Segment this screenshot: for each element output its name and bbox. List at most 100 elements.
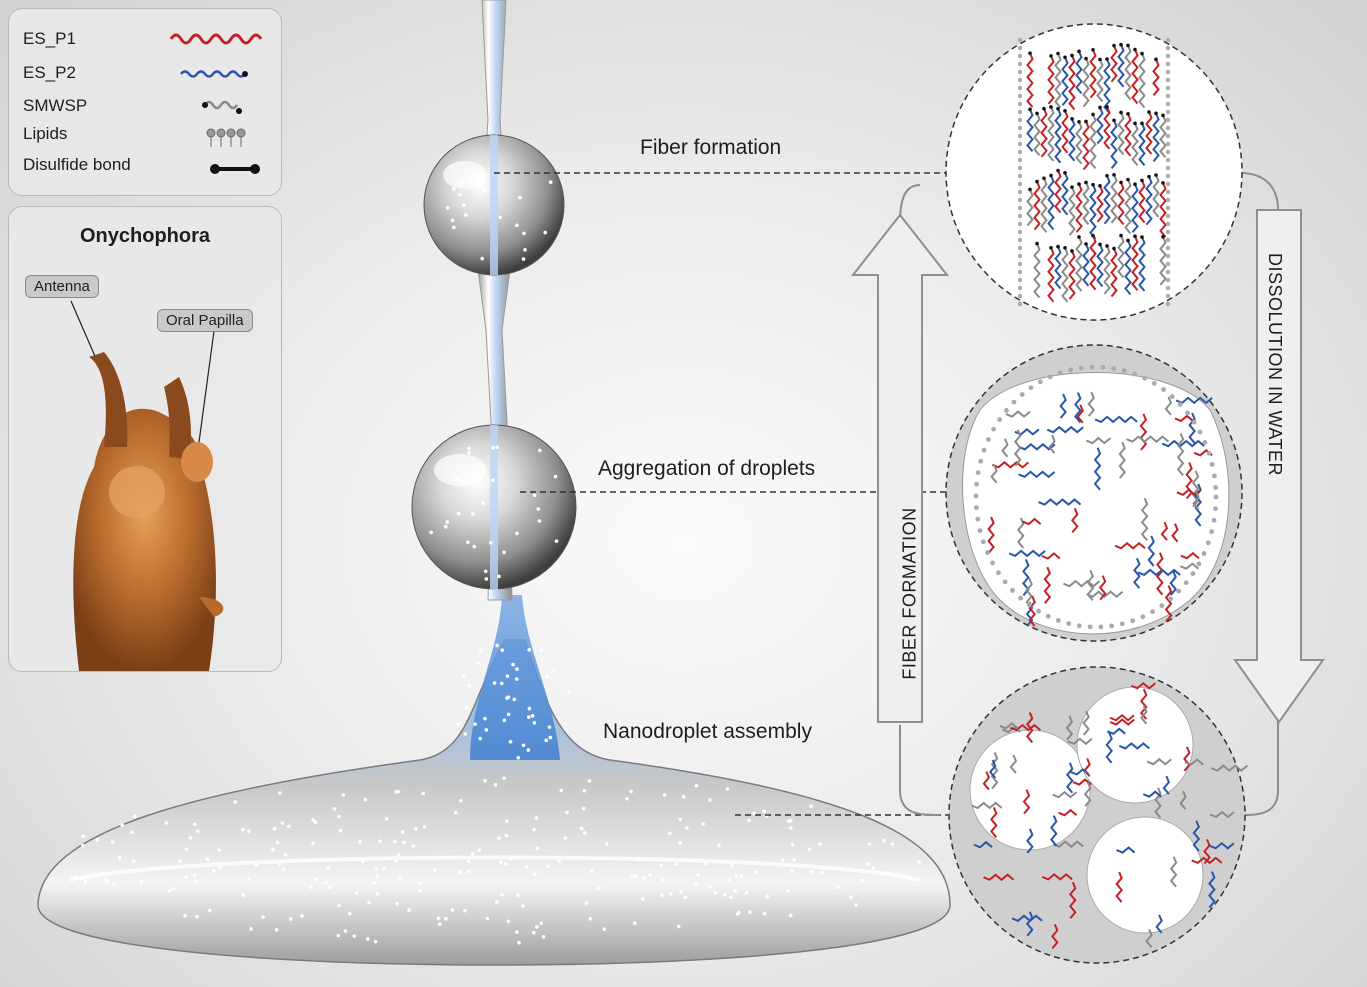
droplet-dot: [332, 807, 337, 811]
droplet-dot: [452, 187, 456, 191]
droplet-dot: [313, 877, 318, 882]
lipid-head: [991, 426, 996, 432]
lipid-head: [1191, 419, 1197, 425]
disulfide-node: [1133, 182, 1137, 187]
droplet-dot: [461, 674, 466, 679]
disulfide-node: [1154, 57, 1158, 62]
disulfide-node: [1161, 234, 1165, 239]
droplet-dot: [504, 819, 509, 824]
droplet-dot: [482, 188, 487, 193]
disulfide-node: [1126, 177, 1130, 182]
lipid-head: [1165, 285, 1171, 291]
lipid-head: [1205, 540, 1211, 546]
oral-papilla-shape: [181, 442, 213, 482]
lipid-head: [1165, 253, 1171, 259]
aggregate-chain: [1074, 392, 1082, 424]
droplet-dot: [254, 863, 259, 867]
droplet-dot: [854, 903, 858, 907]
droplet-dot: [458, 182, 463, 186]
disulfide-node: [1126, 238, 1130, 243]
aggregate-chain: [1013, 429, 1022, 467]
lipid-head: [1165, 53, 1171, 59]
droplet-dot: [581, 806, 586, 811]
aggregate-chain: [1192, 491, 1200, 511]
droplet-dot: [378, 839, 383, 843]
lipid-head: [1017, 53, 1023, 59]
droplet-dot: [543, 230, 547, 235]
disulfide-node: [1091, 233, 1095, 238]
lipid-head: [1165, 93, 1171, 99]
lipid-head: [1019, 392, 1025, 397]
droplet-dot: [849, 895, 853, 899]
droplet-dot: [287, 824, 291, 829]
disulfide-node: [1140, 51, 1144, 56]
droplet-dot: [498, 860, 503, 864]
nanodroplet-chain: [1140, 705, 1148, 725]
aggregate-chain: [1038, 498, 1082, 506]
lipid-head: [1201, 551, 1207, 556]
lipid-head: [1026, 602, 1032, 608]
droplet-dot: [326, 866, 331, 870]
droplet-dot: [835, 885, 840, 889]
droplet-dot: [554, 539, 559, 543]
droplet-cone: [470, 595, 560, 760]
droplet-dot: [587, 779, 592, 783]
legend-glyphs: [169, 33, 263, 174]
droplet-dot: [502, 550, 506, 555]
lipid-head: [1100, 364, 1106, 370]
aggregate-chain: [1171, 523, 1179, 543]
nanodroplet-chain: [1169, 856, 1178, 888]
disulfide-node: [1133, 234, 1137, 238]
fiber-chain: [1054, 108, 1062, 164]
leg-lower: [199, 597, 224, 617]
fiber-chain: [1089, 184, 1097, 240]
droplet-dot: [395, 901, 399, 906]
droplet-dot: [480, 181, 485, 186]
droplet-dot: [819, 870, 824, 874]
aggregate-chain: [1046, 425, 1084, 434]
droplet-dot: [373, 939, 378, 944]
disulfide-node: [1105, 173, 1109, 178]
disulfide-node: [1147, 110, 1151, 114]
droplet-dot: [640, 897, 645, 901]
droplet-dot: [674, 862, 679, 866]
droplet-dot: [559, 788, 564, 793]
disulfide-node: [1077, 49, 1081, 54]
droplet-dot: [467, 683, 472, 688]
nanodroplet-chain: [1106, 727, 1126, 735]
droplet-dot: [527, 706, 532, 711]
nanodroplet-label: Nanodroplet assembly: [603, 720, 812, 743]
aggregate-chain: [1059, 393, 1067, 419]
fiber-chain: [1026, 52, 1034, 108]
droplet-dot: [506, 919, 511, 924]
lipid-head: [1165, 277, 1171, 283]
fiber-chain: [1117, 235, 1125, 279]
nanodroplet-chains: [971, 681, 1248, 950]
lipid-head: [1018, 595, 1024, 601]
mouth-area: [109, 466, 165, 518]
disulfide-node: [1084, 180, 1088, 185]
droplet-dot: [588, 916, 593, 921]
lipid-head: [1076, 623, 1082, 629]
lipid-head: [1017, 181, 1023, 187]
nanodroplet-chain: [999, 722, 1019, 730]
fiber-chain: [1026, 108, 1034, 152]
aggregate-chain: [1087, 391, 1096, 417]
droplet-dot: [492, 681, 497, 685]
aggregate-chain: [1147, 535, 1156, 567]
droplet-dot: [788, 826, 793, 830]
droplet-dot: [532, 721, 537, 725]
papilla-pointer: [196, 330, 215, 458]
aggregate-chain: [992, 461, 1030, 469]
fiber-chain: [1054, 53, 1062, 109]
lipid-head: [1078, 365, 1084, 371]
lipid-head: [1017, 37, 1023, 43]
droplet-dot: [648, 872, 652, 877]
lipid-head: [1002, 579, 1008, 585]
droplet-dot: [133, 814, 137, 818]
droplet-dot: [456, 511, 461, 516]
droplet-dot: [192, 873, 197, 877]
droplet-dot: [443, 524, 448, 529]
droplet-dot: [517, 940, 521, 945]
lipid-head: [1209, 462, 1215, 467]
